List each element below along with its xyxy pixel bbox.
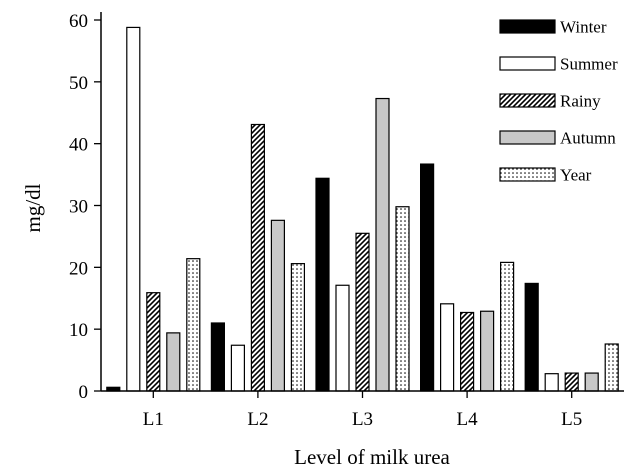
legend-item-rainy: Rainy — [499, 92, 601, 111]
bar-summer-l3 — [335, 284, 350, 392]
bar-autumn-l5 — [584, 372, 599, 392]
bar-winter-l2 — [210, 322, 225, 392]
legend-label: Year — [560, 166, 592, 185]
x-tick-label: L5 — [561, 409, 582, 430]
y-tick-label: 60 — [69, 11, 88, 32]
bar-autumn-l3 — [375, 97, 390, 392]
bars-layer — [106, 26, 619, 392]
legend-swatch — [499, 93, 556, 108]
bar-winter-l3 — [315, 177, 330, 392]
bar-summer-l2 — [230, 344, 245, 392]
bar-winter-l5 — [524, 282, 539, 392]
y-tick-label: 50 — [69, 73, 88, 94]
bar-rainy-l2 — [250, 123, 265, 392]
bar-autumn-l4 — [480, 310, 495, 392]
bar-rainy-l5 — [564, 372, 579, 392]
bar-rainy-l1 — [146, 292, 161, 392]
bar-rainy-l4 — [460, 311, 475, 392]
legend-item-year: Year — [499, 166, 592, 185]
legend: Winter Summer Rainy Autumn Year — [499, 18, 618, 185]
y-tick-label: 30 — [69, 197, 88, 218]
y-tick-label: 10 — [69, 320, 88, 341]
legend-item-autumn: Autumn — [499, 129, 616, 148]
legend-label: Winter — [560, 18, 607, 37]
legend-item-summer: Summer — [499, 55, 618, 74]
bar-year-l4 — [500, 261, 515, 392]
legend-swatch — [499, 19, 556, 34]
legend-label: Rainy — [560, 92, 601, 111]
x-tick-label: L1 — [143, 409, 164, 430]
x-tick-label: L3 — [352, 409, 373, 430]
bar-year-l2 — [290, 263, 305, 392]
legend-swatch — [499, 56, 556, 71]
x-tick-label: L2 — [247, 409, 268, 430]
legend-swatch — [499, 167, 556, 182]
y-tick-label: 40 — [69, 135, 88, 156]
bar-rainy-l3 — [355, 232, 370, 392]
bar-year-l3 — [395, 206, 410, 392]
bar-year-l5 — [604, 343, 619, 392]
bar-autumn-l1 — [166, 332, 181, 392]
legend-label: Summer — [560, 55, 618, 74]
x-axis-ticks: L1 L2 L3 L4 L5 — [143, 391, 582, 430]
legend-item-winter: Winter — [499, 18, 607, 37]
x-tick-label: L4 — [457, 409, 479, 430]
bar-summer-l5 — [544, 373, 559, 392]
y-tick-label: 0 — [79, 382, 89, 403]
bar-year-l1 — [186, 258, 201, 392]
bar-autumn-l2 — [270, 219, 285, 392]
y-axis-ticks: 0 10 20 30 40 50 60 — [69, 11, 101, 403]
x-axis-title: Level of milk urea — [294, 445, 450, 469]
legend-swatch — [499, 130, 556, 145]
bar-summer-l4 — [440, 303, 455, 392]
bar-summer-l1 — [126, 26, 141, 392]
legend-label: Autumn — [560, 129, 616, 148]
y-axis-title: mg/dl — [21, 183, 45, 232]
y-tick-label: 20 — [69, 258, 88, 279]
bar-winter-l4 — [420, 163, 435, 392]
